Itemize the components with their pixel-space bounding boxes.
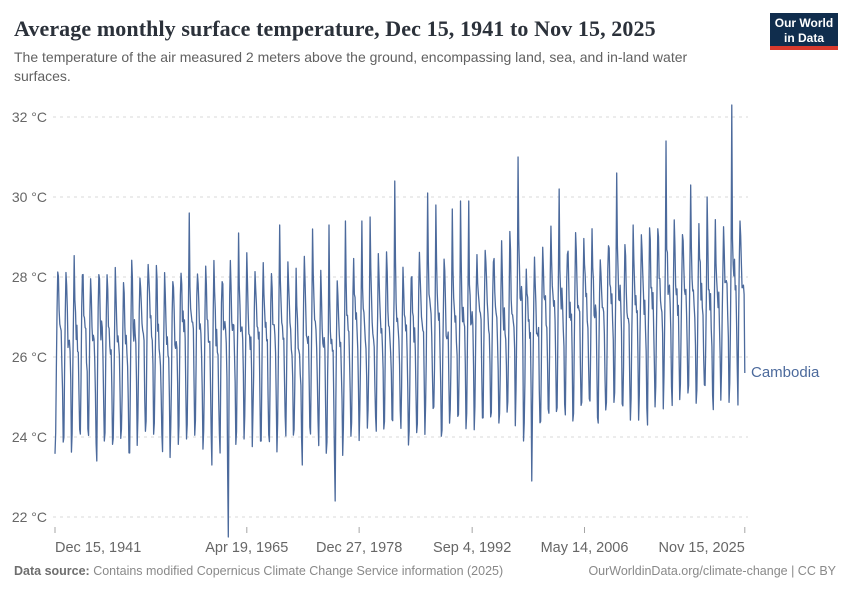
x-axis-tick-label: Dec 27, 1978 [316, 540, 402, 556]
y-axis-tick-label: 22 °C [12, 509, 47, 525]
owid-logo[interactable]: Our World in Data [770, 13, 838, 50]
chart-footer: Data source: Contains modified Copernicu… [14, 564, 836, 578]
x-axis-tick-label: May 14, 2006 [541, 540, 629, 556]
x-axis-tick-label: Apr 19, 1965 [205, 540, 288, 556]
chart-subtitle: The temperature of the air measured 2 me… [14, 49, 688, 85]
y-axis-tick-label: 30 °C [12, 189, 47, 205]
data-source-text: Contains modified Copernicus Climate Cha… [89, 564, 504, 578]
temperature-line-cambodia[interactable] [54, 104, 746, 538]
y-axis-tick-label: 24 °C [12, 429, 47, 445]
owid-logo-line2: in Data [783, 31, 824, 45]
footer-credit-link[interactable]: OurWorldinData.org/climate-change | CC B… [588, 564, 836, 578]
y-axis-tick-label: 32 °C [12, 109, 47, 125]
data-source: Data source: Contains modified Copernicu… [14, 564, 503, 578]
x-axis-tick-label: Nov 15, 2025 [659, 540, 745, 556]
owid-logo-line1: Our World [774, 16, 834, 30]
chart-title: Average monthly surface temperature, Dec… [14, 16, 656, 41]
x-axis-tick-label: Dec 15, 1941 [55, 540, 141, 556]
y-axis-tick-label: 26 °C [12, 349, 47, 365]
x-axis-tick-label: Sep 4, 1992 [433, 540, 511, 556]
entity-label-cambodia[interactable]: Cambodia [751, 364, 820, 381]
data-source-label: Data source: [14, 564, 90, 578]
y-axis-tick-label: 28 °C [12, 269, 47, 285]
